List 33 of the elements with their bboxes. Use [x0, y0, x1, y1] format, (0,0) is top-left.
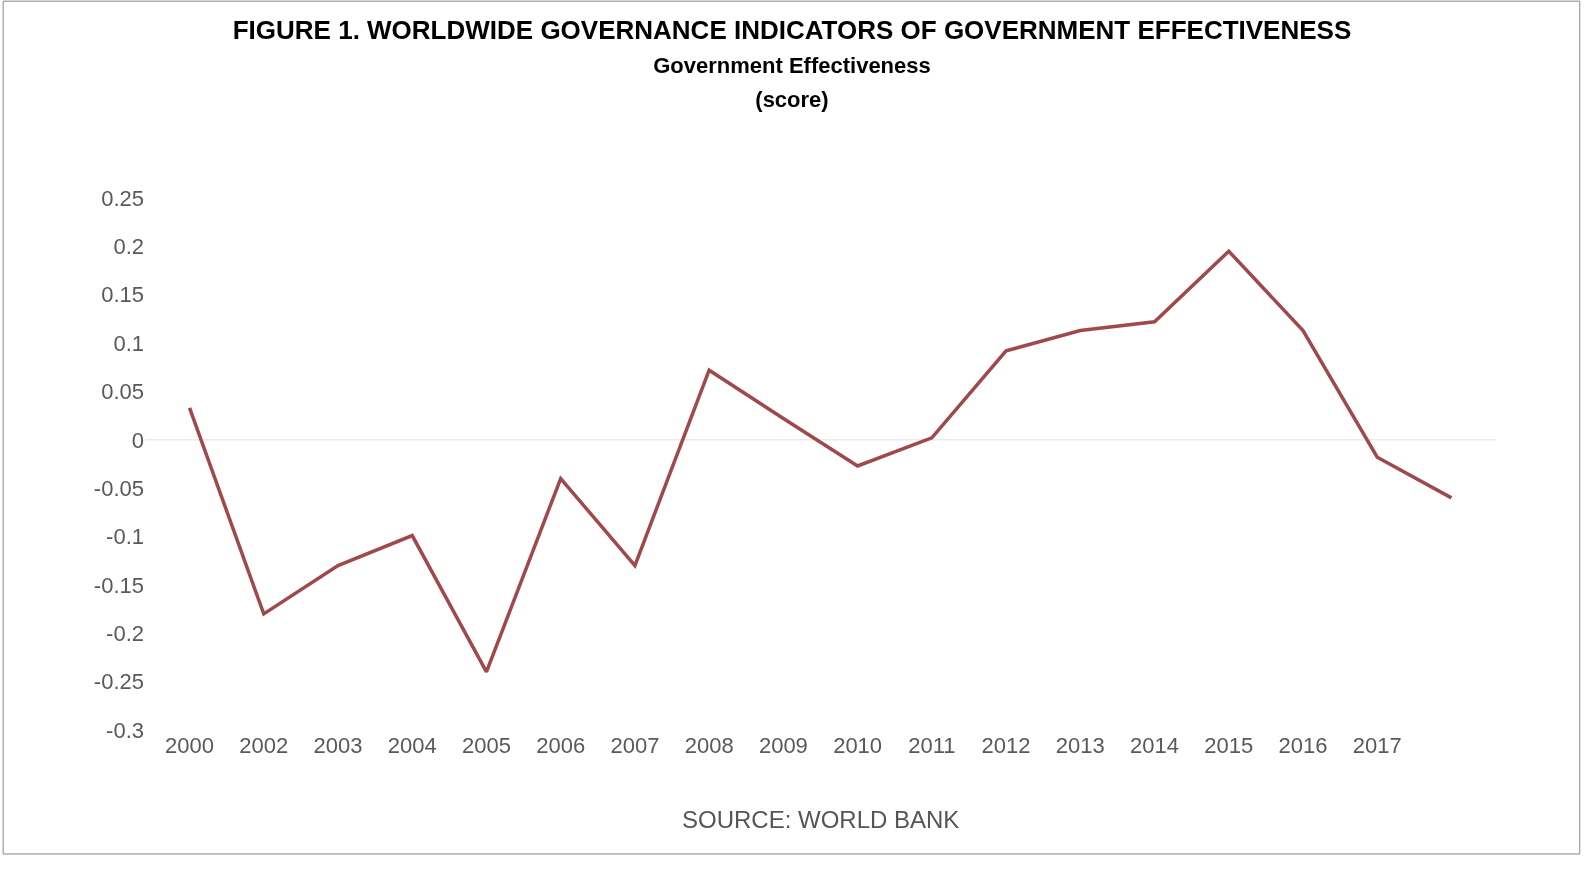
y-tick-label: 0.05 [101, 379, 144, 405]
x-tick-label: 2014 [1130, 733, 1180, 758]
chart-title: FIGURE 1. WORLDWIDE GOVERNANCE INDICATORS OF GOVERNMENT EFFECTIVENESS [232, 15, 1352, 46]
x-tick-label: 2011 [908, 733, 956, 758]
x-tick-label: 2004 [387, 733, 437, 758]
x-tick-label: 2007 [610, 733, 660, 758]
x-tick-label: 2016 [1278, 733, 1328, 758]
x-tick-label: 2003 [313, 733, 363, 758]
y-tick-label: -0.1 [106, 524, 144, 550]
x-tick-label: 2009 [758, 733, 808, 758]
chart-subtitle: Government Effectiveness (score) [653, 53, 931, 112]
y-tick-label: -0.15 [93, 572, 144, 598]
x-tick-label: 2015 [1204, 733, 1254, 758]
y-tick-label: 0.2 [113, 234, 144, 260]
y-tick-label: -0.25 [93, 669, 144, 695]
x-tick-label: 2010 [833, 733, 883, 758]
x-tick-label: 2006 [536, 733, 586, 758]
y-tick-label: 0.15 [101, 282, 144, 308]
x-tick-label: 2002 [239, 733, 289, 758]
source-note: SOURCE: WORLD BANK [682, 806, 960, 833]
y-tick-label: 0.1 [113, 330, 144, 356]
x-tick-label: 2012 [981, 733, 1031, 758]
y-tick-label: -0.2 [106, 620, 144, 646]
y-tick-label: -0.05 [93, 475, 144, 501]
x-tick-label: 2005 [461, 733, 511, 758]
x-tick-label: 2013 [1055, 733, 1105, 758]
x-tick-label: 2000 [165, 733, 215, 758]
x-tick-label: 2017 [1352, 733, 1402, 758]
y-tick-label: 0.25 [101, 185, 144, 211]
y-tick-label: 0 [131, 427, 144, 453]
x-tick-label: 2008 [684, 733, 734, 758]
line-series [187, 249, 1454, 674]
y-tick-label: -0.3 [106, 717, 144, 743]
